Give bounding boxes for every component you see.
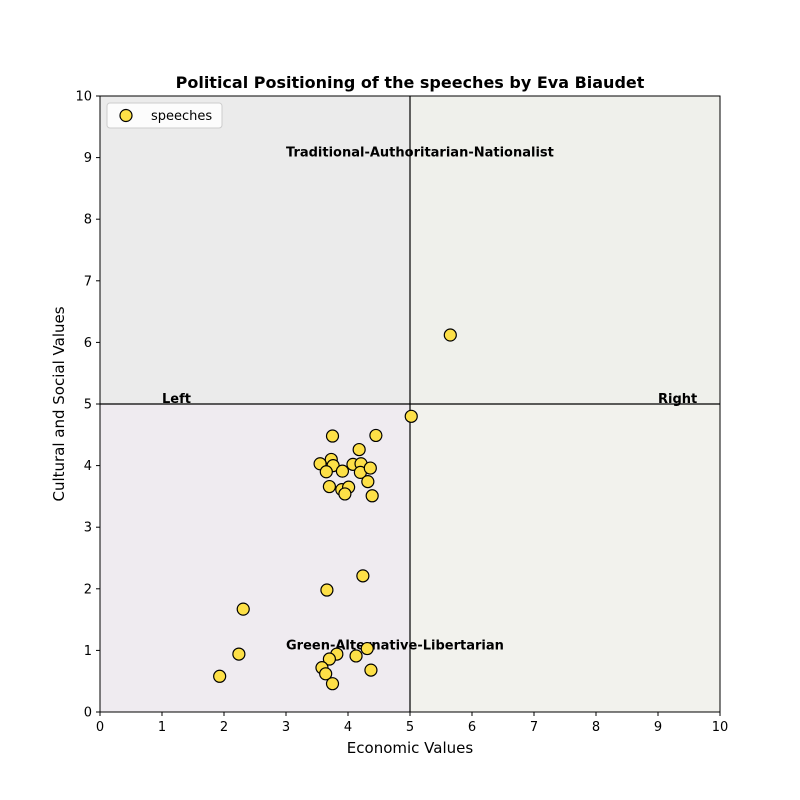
x-tick-label: 9 — [654, 720, 662, 735]
x-axis-ticks: 0 1 2 3 4 5 6 7 8 9 10 — [96, 712, 728, 735]
legend: speeches — [106, 102, 223, 129]
data-point — [365, 489, 379, 503]
data-point — [322, 652, 336, 666]
annotation-label: Right — [658, 392, 697, 407]
y-tick-label: 1 — [84, 644, 92, 659]
data-point — [443, 328, 457, 342]
y-tick-label: 0 — [84, 706, 92, 721]
data-point — [319, 667, 333, 681]
x-tick-label: 1 — [158, 720, 166, 735]
data-point — [364, 663, 378, 677]
y-tick-label: 5 — [84, 398, 92, 413]
data-point — [335, 464, 350, 478]
x-tick-label: 8 — [592, 720, 600, 735]
data-point — [320, 583, 334, 597]
y-tick-label: 2 — [84, 582, 92, 597]
x-tick-label: 6 — [468, 720, 476, 735]
x-tick-label: 2 — [220, 720, 228, 735]
data-point — [325, 429, 340, 443]
scatter-points — [213, 328, 457, 691]
data-point — [322, 479, 336, 494]
data-point — [325, 677, 340, 691]
y-tick-label: 6 — [84, 336, 92, 351]
data-point — [349, 649, 363, 663]
data-point — [352, 442, 366, 457]
data-point — [361, 475, 375, 489]
quadrant-divider-lines — [100, 96, 720, 712]
quadrant-top-right — [410, 96, 720, 404]
legend-box — [106, 102, 223, 129]
y-tick-label: 7 — [84, 274, 92, 289]
quadrant-bottom-right — [410, 404, 720, 712]
y-axis-label: Cultural and Social Values — [50, 306, 68, 501]
x-axis-label: Economic Values — [347, 739, 474, 757]
data-point — [356, 569, 370, 583]
annotation-label: Left — [162, 392, 191, 407]
annotation-label: Traditional-Authoritarian-Nationalist — [286, 146, 554, 161]
data-point — [232, 647, 246, 661]
data-point — [363, 461, 377, 475]
x-tick-label: 7 — [530, 720, 538, 735]
data-point — [360, 641, 374, 656]
data-point — [369, 428, 383, 443]
x-tick-label: 10 — [712, 720, 729, 735]
y-tick-label: 3 — [84, 521, 92, 536]
x-tick-label: 0 — [96, 720, 104, 735]
data-point — [338, 487, 352, 501]
annotation-label: Green-Alternative-Libertarian — [286, 638, 504, 653]
x-tick-label: 5 — [406, 720, 414, 735]
data-point — [404, 409, 418, 423]
legend-marker — [119, 108, 133, 123]
quadrant-top-left — [100, 96, 410, 404]
x-tick-label: 3 — [282, 720, 290, 735]
y-tick-label: 10 — [75, 90, 92, 105]
chart-title: Political Positioning of the speeches by… — [176, 73, 645, 92]
quadrant-annotations: Traditional-Authoritarian-Nationalist Gre… — [162, 146, 697, 654]
legend-label: speeches — [151, 109, 212, 124]
data-point — [319, 465, 333, 479]
y-tick-label: 4 — [84, 459, 92, 474]
data-point — [213, 669, 227, 683]
y-axis-ticks: 0 1 2 3 4 5 6 7 8 9 10 — [75, 90, 100, 721]
y-tick-label: 8 — [84, 213, 92, 228]
y-tick-label: 9 — [84, 151, 92, 166]
data-point — [236, 602, 250, 616]
x-tick-label: 4 — [344, 720, 352, 735]
